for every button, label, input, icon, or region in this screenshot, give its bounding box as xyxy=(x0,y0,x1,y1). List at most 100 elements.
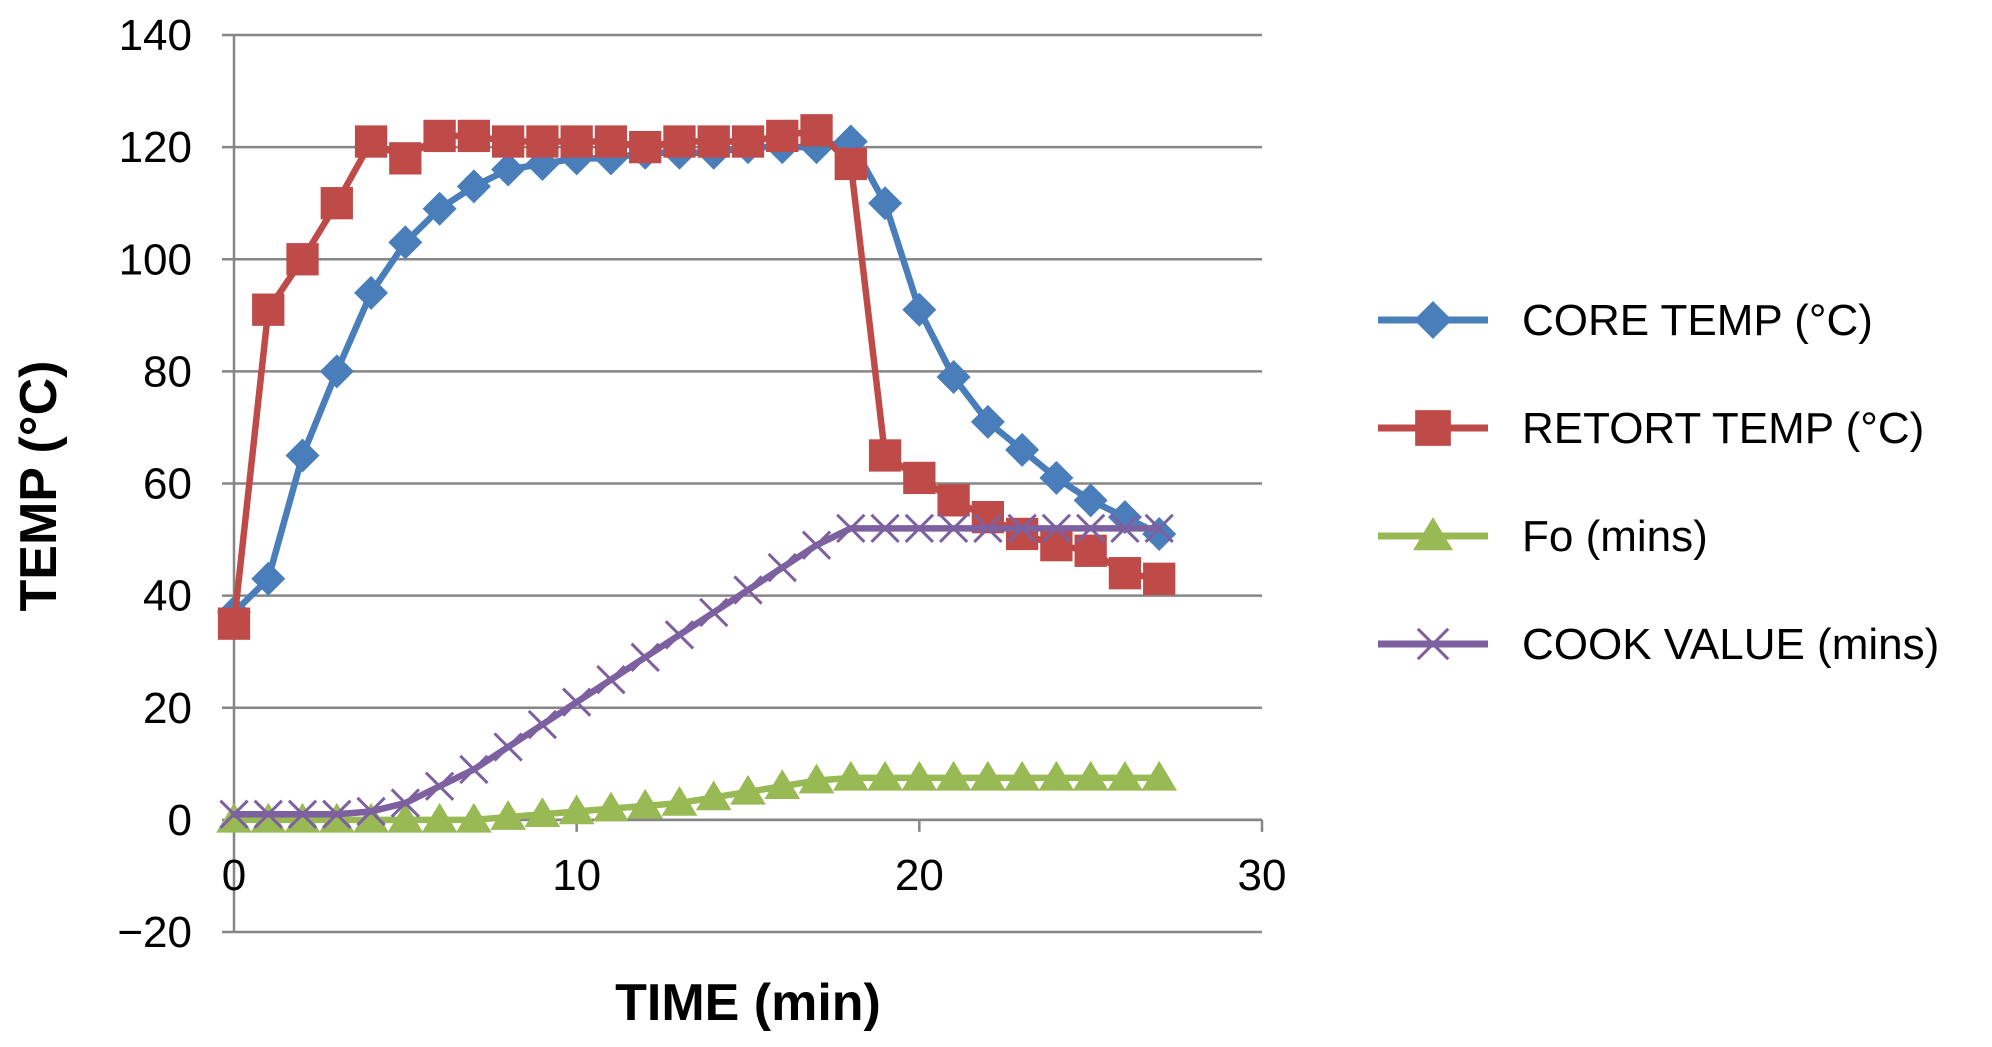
data-point xyxy=(1038,760,1075,791)
legend-label: Fo (mins) xyxy=(1522,512,1708,561)
data-point xyxy=(867,760,903,791)
axes: −20 0 20 40 60 80 100 120 140 0 10 20 30 xyxy=(117,11,1286,957)
legend-marker xyxy=(1413,517,1453,551)
data-point xyxy=(456,169,491,204)
legend-label: COOK VALUE (mins) xyxy=(1522,620,1939,669)
data-point xyxy=(1007,513,1037,544)
data-point xyxy=(459,754,489,785)
data-point xyxy=(593,791,629,822)
data-point xyxy=(596,665,626,695)
legend-item: RETORT TEMP (°C) xyxy=(1378,404,1924,453)
data-point xyxy=(1073,483,1108,518)
data-point xyxy=(388,225,423,260)
series-triangle xyxy=(216,760,1178,833)
legend: CORE TEMP (°C) RETORT TEMP (°C) Fo (mins) C… xyxy=(1378,296,1939,669)
data-point xyxy=(421,802,458,833)
data-point xyxy=(389,142,422,175)
data-point xyxy=(493,732,523,762)
data-point xyxy=(836,513,866,544)
series-square xyxy=(217,114,1176,640)
data-point xyxy=(868,439,902,472)
data-point xyxy=(1108,557,1142,590)
y-tick-label: 60 xyxy=(143,460,192,509)
data-point xyxy=(253,799,283,829)
data-point xyxy=(490,800,526,830)
series-x xyxy=(219,513,1174,829)
data-point xyxy=(663,125,696,158)
data-point xyxy=(217,607,251,640)
data-point xyxy=(1005,517,1039,551)
y-tick-label: 0 xyxy=(168,796,192,845)
x-tick-label: 30 xyxy=(1238,851,1287,900)
data-point xyxy=(251,561,286,596)
data-point xyxy=(1005,432,1040,467)
y-tick-label: 80 xyxy=(143,347,192,396)
data-point xyxy=(630,642,660,672)
y-tick-label: 40 xyxy=(143,572,192,621)
data-point xyxy=(457,119,491,153)
data-point xyxy=(766,119,799,153)
data-point xyxy=(356,796,386,827)
data-point xyxy=(901,760,938,791)
x-tick-label: 0 xyxy=(222,851,246,900)
data-point xyxy=(832,760,869,791)
legend-label: CORE TEMP (°C) xyxy=(1522,296,1873,345)
data-point xyxy=(287,799,318,829)
data-point xyxy=(801,530,832,560)
data-point xyxy=(1110,513,1140,544)
data-point xyxy=(699,597,729,628)
data-point xyxy=(252,293,285,326)
data-point xyxy=(938,513,969,544)
data-point xyxy=(798,763,835,794)
y-tick-label: 140 xyxy=(119,11,192,60)
data-point xyxy=(970,404,1005,439)
y-tick-label: 100 xyxy=(119,235,192,284)
series-diamond xyxy=(217,124,1177,630)
data-point xyxy=(767,552,797,583)
data-point xyxy=(390,788,420,818)
y-tick-label: 20 xyxy=(143,684,192,733)
data-point xyxy=(733,575,763,605)
data-point xyxy=(903,461,936,495)
data-point xyxy=(219,799,249,829)
data-point xyxy=(526,125,559,158)
data-point xyxy=(1143,562,1176,595)
data-point xyxy=(730,774,766,805)
data-point xyxy=(319,354,354,389)
data-point xyxy=(1141,760,1178,791)
legend-label: RETORT TEMP (°C) xyxy=(1522,404,1924,453)
data-point xyxy=(424,771,455,801)
data-point xyxy=(868,186,903,221)
data-point xyxy=(562,687,592,717)
data-point xyxy=(491,152,526,187)
data-point xyxy=(1076,513,1106,544)
data-point xyxy=(524,797,561,828)
data-point xyxy=(936,359,971,394)
data-point xyxy=(527,709,558,740)
data-point xyxy=(1039,460,1074,495)
data-point xyxy=(491,125,525,158)
data-point xyxy=(320,187,353,220)
data-point xyxy=(973,513,1003,544)
series-line xyxy=(230,774,1163,824)
data-point xyxy=(285,438,320,473)
y-tick-label: 120 xyxy=(119,123,192,172)
data-point xyxy=(286,243,319,276)
data-point xyxy=(935,760,972,791)
data-point xyxy=(353,802,389,833)
data-point xyxy=(1142,516,1177,551)
data-point xyxy=(970,760,1006,791)
data-point xyxy=(1004,760,1040,791)
data-point xyxy=(1040,529,1073,562)
data-point xyxy=(764,769,801,799)
series-line xyxy=(230,525,1163,818)
x-tick-label: 10 xyxy=(552,851,601,900)
legend-marker xyxy=(1416,627,1450,661)
data-point xyxy=(387,802,424,833)
x-axis-title: TIME (min) xyxy=(615,974,881,1032)
data-point xyxy=(558,794,595,825)
data-point xyxy=(1072,760,1109,791)
data-point xyxy=(560,125,593,158)
data-point xyxy=(627,788,664,819)
